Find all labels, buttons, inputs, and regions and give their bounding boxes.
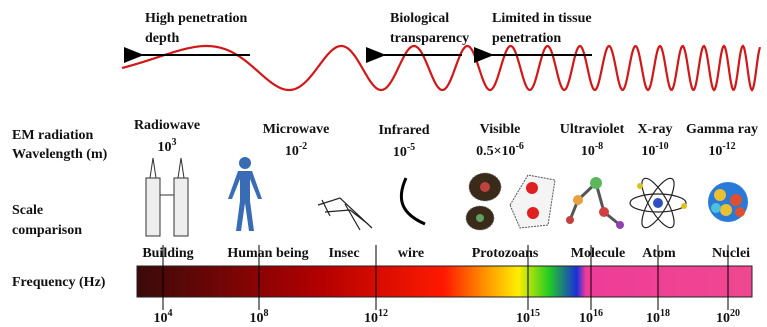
molecule-icon (566, 177, 624, 229)
arrow-label: transparency (390, 31, 469, 46)
band-wavelength-exponent: -6 (516, 141, 524, 152)
band-wavelength-base: 10 (285, 144, 299, 159)
band-name: X-ray (638, 122, 673, 137)
arrow-label: Limited in tissue (492, 11, 592, 26)
frequency-bar (137, 266, 752, 297)
row-label: comparison (12, 223, 82, 238)
frequency-tick-label-exponent: 4 (168, 308, 173, 319)
band-wavelength: 10-10 (641, 141, 668, 159)
band-name: Visible (480, 122, 521, 137)
band-wavelength-exponent: -10 (655, 141, 668, 152)
row-label: Scale (12, 203, 43, 218)
band-name: Radiowave (134, 118, 200, 133)
object-label: Insec (328, 246, 359, 261)
frequency-tick-label-base: 10 (716, 311, 730, 326)
row-label: Frequency (Hz) (12, 275, 106, 290)
band-wavelength-base: 10 (708, 144, 722, 159)
band-wavelength: 103 (158, 137, 177, 155)
band-wavelength: 0.5×10-6 (476, 141, 524, 159)
object-label: Molecule (571, 246, 625, 261)
band-wavelength: 10-5 (393, 142, 415, 160)
band-name: Gamma ray (686, 122, 758, 137)
arrow-label: depth (145, 31, 179, 46)
nucleus-icon (708, 182, 748, 222)
arrow-label: High penetration (145, 11, 247, 26)
object-label: Protozoans (472, 246, 539, 261)
frequency-tick-label-exponent: 8 (264, 308, 269, 319)
band-name: Infrared (378, 123, 429, 138)
frequency-tick-label-base: 10 (154, 311, 168, 326)
frequency-tick-label-exponent: 16 (593, 308, 603, 319)
object-label: Atom (642, 246, 676, 261)
frequency-tick-label: 1016 (579, 308, 603, 326)
band-name: Ultraviolet (560, 122, 625, 137)
band-wavelength-base: 10 (581, 144, 595, 159)
protozoan-icon (466, 173, 555, 230)
band-wavelength-base: 0.5×10 (476, 144, 515, 159)
human-icon (228, 157, 262, 231)
arrow-label: penetration (492, 31, 561, 46)
atom-icon (630, 174, 687, 231)
frequency-tick-label-exponent: 20 (730, 308, 740, 319)
arrow-label: Biological (390, 11, 449, 26)
band-wavelength-exponent: -5 (407, 142, 415, 153)
frequency-tick-label: 1020 (716, 308, 740, 326)
band-wavelength-exponent: -12 (722, 141, 735, 152)
object-label: Nuclei (712, 246, 750, 261)
band-wavelength-exponent: -2 (299, 141, 307, 152)
band-name: Microwave (263, 122, 330, 137)
em-wave (122, 46, 760, 90)
frequency-tick-label: 1015 (516, 308, 540, 326)
row-label: Wavelength (m) (12, 147, 108, 162)
band-wavelength: 10-12 (708, 141, 735, 159)
row-label: EM radiation (12, 128, 93, 143)
em-spectrum-diagram: High penetration depth Biological transpare… (0, 0, 767, 327)
frequency-tick-label-exponent: 12 (378, 308, 388, 319)
wire-icon (401, 178, 425, 224)
building-icon (146, 158, 188, 236)
band-wavelength: 10-2 (285, 141, 307, 159)
frequency-tick-label: 104 (154, 308, 173, 326)
frequency-tick-label-exponent: 15 (530, 308, 540, 319)
object-label: Building (142, 246, 193, 261)
frequency-tick-label: 1018 (646, 308, 670, 326)
band-wavelength-base: 10 (393, 145, 407, 160)
band-wavelength: 10-8 (581, 141, 603, 159)
frequency-tick-label-exponent: 18 (660, 308, 670, 319)
frequency-tick-label: 1012 (364, 308, 388, 326)
band-wavelength-base: 10 (158, 140, 172, 155)
frequency-tick-label-base: 10 (646, 311, 660, 326)
band-wavelength-exponent: 3 (172, 137, 177, 148)
frequency-tick-label-base: 10 (516, 311, 530, 326)
band-wavelength-base: 10 (641, 144, 655, 159)
insect-icon (318, 198, 372, 230)
object-label: wire (398, 246, 424, 261)
frequency-tick-label-base: 10 (250, 311, 264, 326)
frequency-tick-label: 108 (250, 308, 269, 326)
object-label: Human being (227, 246, 308, 261)
frequency-tick-label-base: 10 (579, 311, 593, 326)
frequency-tick-label-base: 10 (364, 311, 378, 326)
band-wavelength-exponent: -8 (595, 141, 603, 152)
